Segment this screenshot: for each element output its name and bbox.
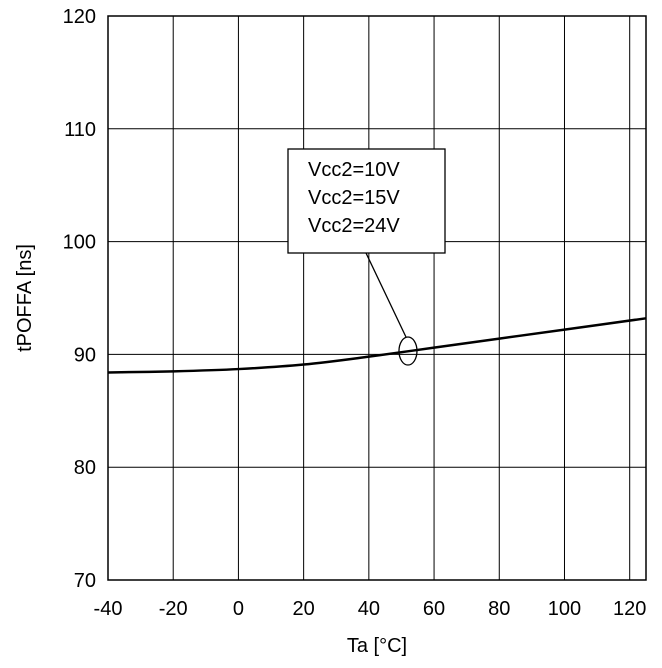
y-tick-label: 80 [74,457,96,479]
x-axis-label: Ta [°C] [347,635,407,657]
x-tick-label: 60 [423,598,445,620]
x-tick-label: 0 [233,598,244,620]
annotation: Vcc2=10V Vcc2=15V Vcc2=24V [287,148,446,366]
y-axis-label: tPOFFA [ns] [14,244,36,352]
annotation-box [287,148,446,254]
y-tick-label: 120 [63,6,96,28]
annotation-ellipse [398,336,418,366]
series-line [107,317,647,374]
x-tick-label: 20 [293,598,315,620]
plot-frame [107,15,647,581]
x-tick-label: 100 [548,598,581,620]
x-tick-label: 120 [613,598,646,620]
y-tick-label: 90 [74,344,96,366]
annotation-text-line: Vcc2=10V [308,159,400,181]
y-tick-label: 100 [63,232,96,254]
x-tick-label: 40 [358,598,380,620]
annotation-text-line: Vcc2=15V [308,187,400,209]
y-tick-label: 70 [74,570,96,592]
series-layer [107,317,647,374]
annotation-text-line: Vcc2=24V [308,215,400,237]
x-tick-label: -20 [159,598,188,620]
x-tick-label: 80 [488,598,510,620]
annotation-leader-line [365,252,407,338]
x-tick-label: -40 [94,598,123,620]
grid-layer [107,15,646,581]
tick-labels: -40 -20 0 20 40 60 80 100 120 70 80 90 100 110 120 [63,6,647,620]
y-tick-label: 110 [64,119,96,141]
